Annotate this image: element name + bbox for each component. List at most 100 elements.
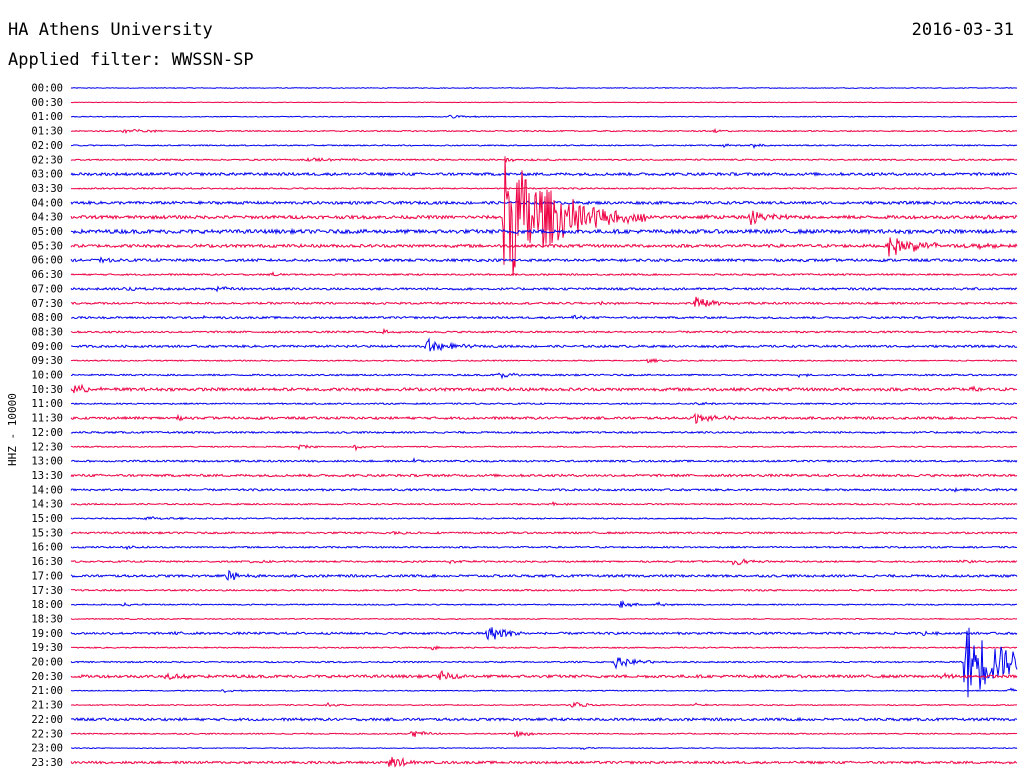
row-time-label: 02:30	[31, 154, 63, 166]
row-time-label: 13:30	[31, 470, 63, 482]
trace-line	[70, 383, 1018, 394]
trace-line	[70, 128, 1018, 135]
trace-line	[70, 501, 1018, 507]
trace-line	[70, 486, 1018, 493]
trace-line	[70, 457, 1018, 463]
row-time-label: 17:30	[31, 585, 63, 597]
trace-line	[70, 558, 1018, 566]
trace-line	[70, 701, 1018, 708]
row-time-label: 11:00	[31, 398, 63, 410]
row-time-label: 17:00	[31, 570, 63, 582]
row-time-label: 07:30	[31, 298, 63, 310]
trace-line	[70, 101, 1018, 104]
trace-line	[70, 756, 1018, 768]
row-time-label: 04:00	[31, 197, 63, 209]
row-time-label: 14:30	[31, 499, 63, 511]
row-time-label: 08:30	[31, 326, 63, 338]
trace-line	[70, 670, 1018, 681]
trace-line	[70, 296, 1018, 308]
trace-line	[71, 599, 1018, 609]
trace-line	[70, 372, 1018, 380]
row-time-label: 22:00	[31, 714, 63, 726]
trace-line	[70, 516, 1018, 521]
trace-line	[70, 412, 1018, 425]
row-time-label: 10:30	[31, 384, 63, 396]
trace-line	[70, 730, 1018, 738]
row-time-label: 12:30	[31, 441, 63, 453]
row-time-label: 01:00	[31, 111, 63, 123]
row-time-label: 07:00	[31, 283, 63, 295]
row-time-label: 08:00	[31, 312, 63, 324]
trace-line	[70, 617, 1018, 621]
trace-line	[70, 716, 1018, 722]
trace-line	[70, 114, 1018, 119]
row-time-label: 13:00	[31, 456, 63, 468]
trace-line	[70, 444, 1018, 452]
trace-line	[70, 337, 1018, 352]
trace-line	[70, 187, 1018, 190]
chart-subtitle: Applied filter: WWSSN-SP	[8, 50, 254, 70]
trace-line	[70, 645, 1018, 651]
row-time-label: 12:00	[31, 427, 63, 439]
trace-line	[70, 401, 1018, 406]
trace-line	[70, 327, 1018, 335]
row-time-label: 16:30	[31, 556, 63, 568]
trace-line	[70, 87, 1018, 90]
row-time-label: 14:00	[31, 484, 63, 496]
trace-line	[70, 143, 1018, 150]
row-time-label: 18:00	[31, 599, 63, 611]
trace-line	[70, 314, 1018, 320]
row-time-label: 19:00	[31, 628, 63, 640]
row-time-label: 02:00	[31, 140, 63, 152]
trace-line	[70, 271, 1018, 277]
row-time-label: 00:00	[31, 83, 63, 95]
row-time-label: 09:30	[31, 355, 63, 367]
trace-line	[70, 171, 1018, 177]
chart-title: HA Athens University	[8, 20, 213, 40]
trace-line	[70, 156, 1018, 276]
row-time-label: 15:30	[31, 527, 63, 539]
trace-line	[70, 256, 1018, 264]
row-time-label: 10:00	[31, 370, 63, 382]
row-time-label: 05:00	[31, 226, 63, 238]
row-time-label: 22:30	[31, 728, 63, 740]
row-time-label: 21:00	[31, 685, 63, 697]
trace-line	[70, 237, 1018, 257]
row-time-label: 20:00	[31, 657, 63, 669]
row-time-label: 23:00	[31, 743, 63, 755]
row-time-label: 15:00	[31, 513, 63, 525]
trace-line	[70, 530, 1018, 536]
trace-line	[70, 357, 1018, 364]
row-time-label: 23:30	[31, 757, 63, 769]
row-time-label: 01:30	[31, 126, 63, 138]
trace-line	[70, 627, 1018, 698]
row-time-label: 11:30	[31, 413, 63, 425]
trace-line	[70, 285, 1018, 293]
trace-line	[70, 227, 1018, 236]
row-time-label: 18:30	[31, 613, 63, 625]
row-time-label: 04:30	[31, 212, 63, 224]
row-time-label: 06:30	[31, 269, 63, 281]
row-time-label: 16:00	[31, 542, 63, 554]
trace-line	[70, 588, 1018, 592]
row-time-label: 06:00	[31, 255, 63, 267]
trace-line	[70, 746, 1018, 751]
trace-line	[70, 430, 1018, 435]
trace-line	[70, 627, 1018, 641]
trace-line	[70, 473, 1018, 478]
row-time-label: 20:30	[31, 671, 63, 683]
row-time-label: 21:30	[31, 700, 63, 712]
trace-line	[70, 687, 1018, 694]
row-time-label: 05:30	[31, 240, 63, 252]
chart-date: 2016-03-31	[911, 20, 1014, 40]
trace-line	[70, 200, 1018, 206]
trace-line	[70, 545, 1018, 551]
trace-line	[70, 569, 1018, 581]
row-time-label: 00:30	[31, 97, 63, 109]
row-time-label: 03:30	[31, 183, 63, 195]
row-time-label: 03:00	[31, 169, 63, 181]
row-time-label: 09:00	[31, 341, 63, 353]
trace-line	[70, 157, 1018, 164]
row-time-label: 19:30	[31, 642, 63, 654]
